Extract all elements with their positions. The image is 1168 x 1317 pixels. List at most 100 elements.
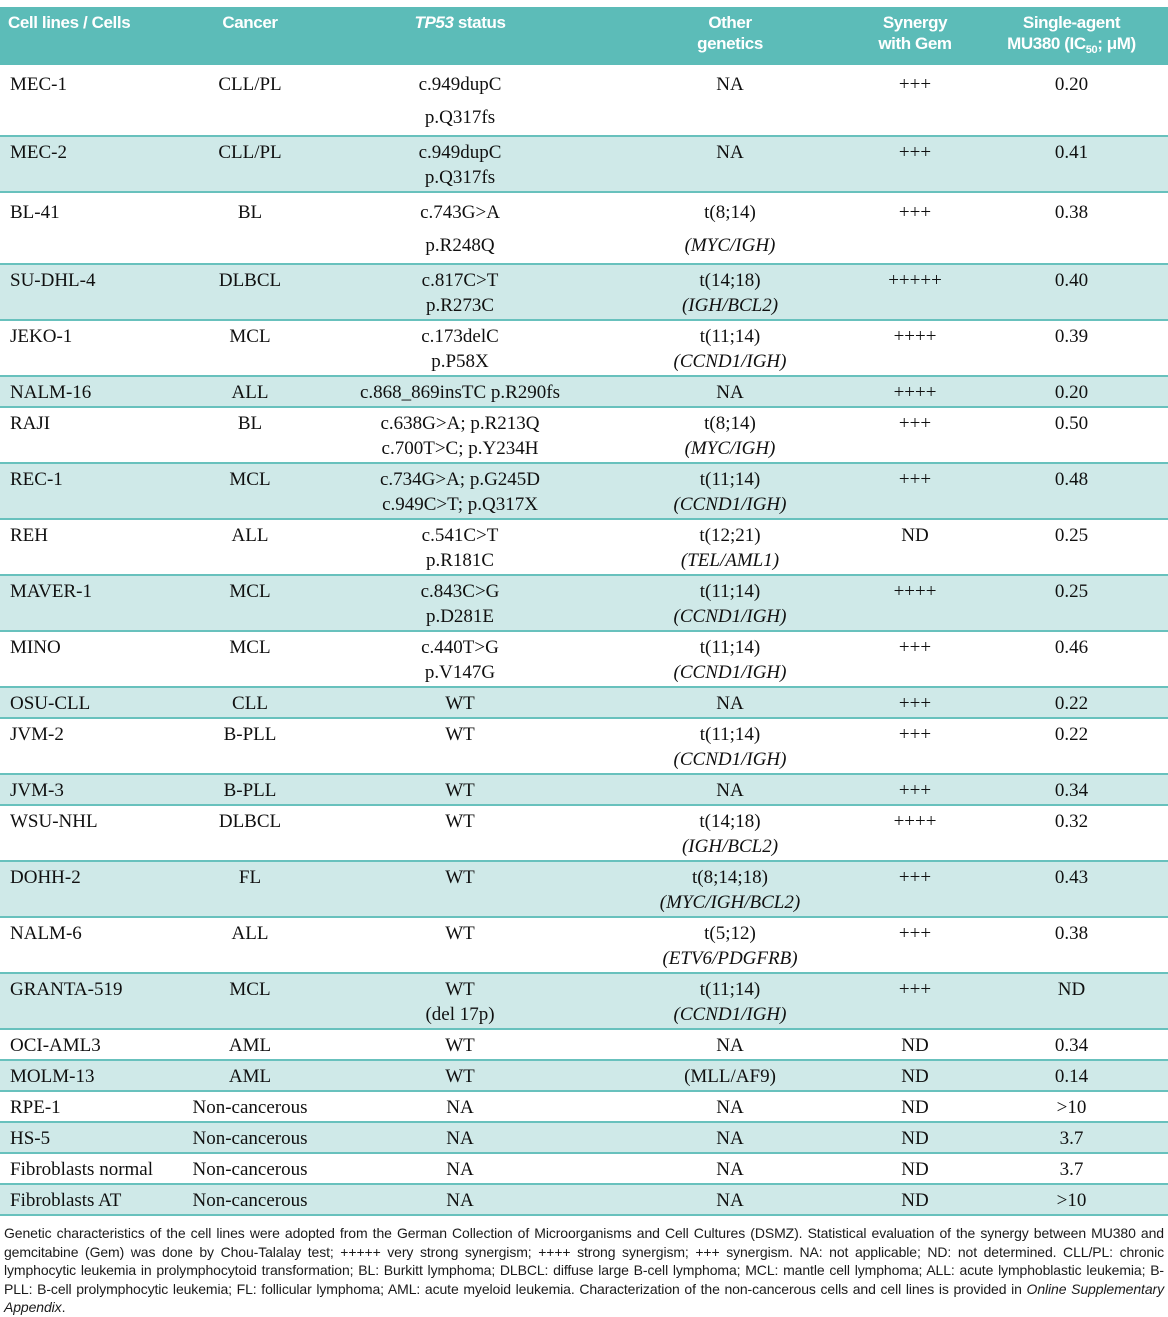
cell-line-name: SU-DHL-4 [0,264,185,321]
cell-text-line: t(12;21) [699,525,761,546]
single-agent-ic50: 0.20 [975,376,1168,408]
cancer-type: DLBCL [185,805,315,862]
cell-text-line: c.638G>A; p.R213Q [380,413,540,434]
table-row: SU-DHL-4 DLBCL c.817C>T p.R273C t(14;18) (… [0,264,1168,321]
table-row: MEC-1 CLL/PL c.949dupC p.Q317fs NA +++ 0.… [0,65,1168,137]
cell-text-line: NA [716,1190,744,1211]
tp53-status: WT [315,861,605,918]
synergy-with-gem: +++ [855,774,975,806]
cancer-type: Non-cancerous [185,1184,315,1216]
header-row: Cell lines / Cells Cancer TP53 status Ot… [0,7,1168,65]
cell-text-line: c.541C>T [421,525,499,546]
synergy-with-gem: +++ [855,861,975,918]
cell-line-name: BL-41 [0,192,185,265]
cell-line-name: OSU-CLL [0,687,185,719]
cell-text-line: c.440T>G [421,637,499,658]
other-genetics: NA [605,65,855,137]
cell-text-line: t(11;14) [699,581,761,602]
other-genetics: t(11;14) (CCND1/IGH) [605,973,855,1030]
cancer-type: MCL [185,973,315,1030]
table-row: NALM-6 ALL WT t(5;12) (ETV6/PDGFRB) +++ 0… [0,917,1168,974]
cell-line-name: NALM-16 [0,376,185,408]
header-with-gem-label: with Gem [878,34,952,53]
tp53-status: WT [315,1060,605,1092]
other-genetics: NA [605,1153,855,1185]
cell-text-line: t(8;14;18) [692,867,768,888]
header-cancer-label: Cancer [222,13,278,32]
table-row: WSU-NHL DLBCL WT t(14;18) (IGH/BCL2) ++++… [0,805,1168,862]
cell-line-name: MAVER-1 [0,575,185,632]
single-agent-ic50: 0.25 [975,575,1168,632]
header-tp53-status-label: status [453,13,506,32]
synergy-with-gem: ND [855,1184,975,1216]
cell-text-line: t(11;14) [699,724,761,745]
cell-text-line: (TEL/AML1) [680,550,780,571]
synergy-with-gem: ND [855,1122,975,1154]
cell-line-name: JVM-2 [0,718,185,775]
synergy-with-gem: +++ [855,631,975,688]
single-agent-ic50: 0.43 [975,861,1168,918]
cell-text-line: NA [716,382,744,403]
tp53-status: WT [315,917,605,974]
cancer-type: CLL/PL [185,65,315,137]
footnote-period: . [61,1299,66,1315]
single-agent-ic50: 0.48 [975,463,1168,520]
header-cancer: Cancer [185,7,315,65]
cell-text-line: WT [445,1066,475,1087]
single-agent-ic50: 0.40 [975,264,1168,321]
cancer-type: MCL [185,463,315,520]
cell-text-line: p.P58X [431,351,489,372]
cancer-type: CLL [185,687,315,719]
single-agent-ic50: 0.14 [975,1060,1168,1092]
other-genetics: NA [605,1029,855,1061]
header-single-agent: Single-agent MU380 (IC50; μM) [975,7,1168,65]
table-row: REH ALL c.541C>T p.R181C t(12;21) (TEL/AML… [0,519,1168,576]
other-genetics: t(8;14;18) (MYC/IGH/BCL2) [605,861,855,918]
cell-text-line: c.949C>T; p.Q317X [382,494,538,515]
synergy-with-gem: ND [855,1060,975,1092]
cell-text-line: WT [445,693,475,714]
tp53-status: WT [315,805,605,862]
table-row: Fibroblasts AT Non-cancerous NA NA ND >1… [0,1184,1168,1216]
cell-text-line: p.R273C [425,295,495,316]
cell-text-line: t(11;14) [699,326,761,347]
table-row: DOHH-2 FL WT t(8;14;18) (MYC/IGH/BCL2) ++… [0,861,1168,918]
other-genetics: NA [605,1091,855,1123]
synergy-with-gem: +++++ [855,264,975,321]
synergy-with-gem: ND [855,1153,975,1185]
other-genetics: NA [605,1184,855,1216]
tp53-status: c.949dupC p.Q317fs [315,65,605,137]
cell-text-line: NA [446,1190,474,1211]
cell-text-line: t(11;14) [699,469,761,490]
cancer-type: AML [185,1029,315,1061]
synergy-with-gem: ND [855,1091,975,1123]
synergy-with-gem: ++++ [855,320,975,377]
tp53-status: c.743G>A p.R248Q [315,192,605,265]
cell-line-name: Fibroblasts normal [0,1153,185,1185]
tp53-status: c.843C>G p.D281E [315,575,605,632]
cell-text-line: c.173delC [421,326,499,347]
cancer-type: ALL [185,917,315,974]
cell-lines-table: Cell lines / Cells Cancer TP53 status Ot… [0,7,1168,1216]
header-single-agent-label: Single-agent [1022,13,1121,32]
synergy-with-gem: +++ [855,687,975,719]
table-row: MAVER-1 MCL c.843C>G p.D281E t(11;14) (CCN… [0,575,1168,632]
table-row: JVM-3 B-PLL WT NA +++ 0.34 [0,774,1168,806]
synergy-with-gem: ND [855,1029,975,1061]
cell-text-line: (del 17p) [425,1004,495,1025]
other-genetics: t(8;14) (MYC/IGH) [605,192,855,265]
other-genetics: NA [605,136,855,193]
single-agent-ic50: 0.32 [975,805,1168,862]
tp53-status: c.949dupC p.Q317fs [315,136,605,193]
other-genetics: (MLL/AF9) [605,1060,855,1092]
synergy-with-gem: ++++ [855,376,975,408]
cancer-type: DLBCL [185,264,315,321]
single-agent-ic50: 0.20 [975,65,1168,137]
cell-line-name: RAJI [0,407,185,464]
cell-text-line: WT [445,1035,475,1056]
single-agent-ic50: 0.50 [975,407,1168,464]
synergy-with-gem: +++ [855,407,975,464]
synergy-with-gem: +++ [855,917,975,974]
ic50-subscript: 50 [1085,44,1098,56]
